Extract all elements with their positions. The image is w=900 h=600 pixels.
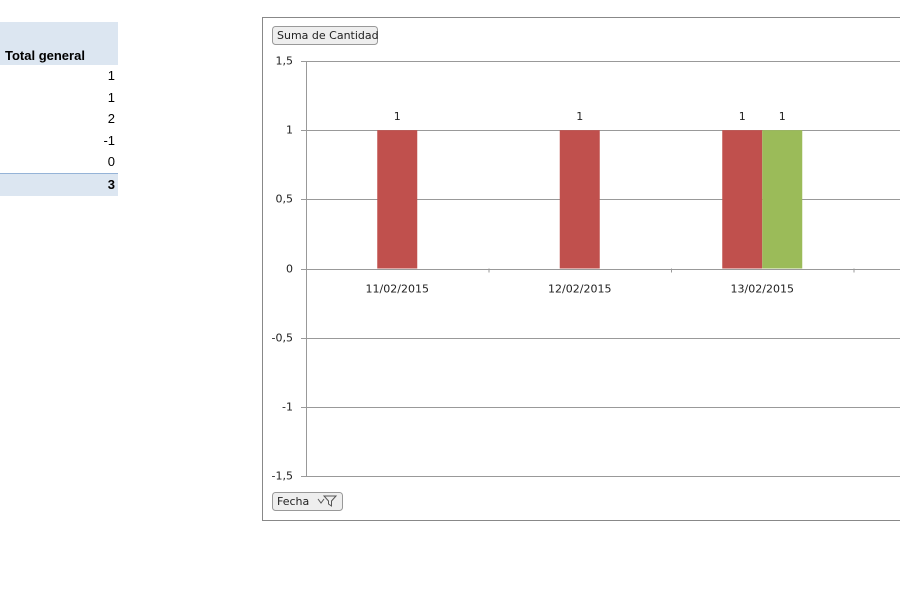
y-tick-label: 0,5 — [276, 193, 294, 206]
button-frame — [272, 26, 378, 45]
x-tick-label: 13/02/2015 — [731, 283, 794, 296]
button-label: Fecha — [277, 495, 309, 508]
table-row: -1 — [103, 132, 115, 148]
data-label: 1 — [739, 110, 746, 123]
pivot-table: Total general 1 1 2 -1 0 3 — [0, 22, 118, 196]
bar — [559, 130, 600, 269]
bar — [722, 130, 763, 269]
y-tick-label: 0 — [286, 263, 293, 276]
bar — [377, 130, 418, 269]
y-tick-label: 1,5 — [276, 55, 294, 68]
table-header: Total general — [0, 22, 118, 65]
data-label: 1 — [576, 110, 583, 123]
total-row: 3 — [0, 172, 118, 196]
table-row: 2 — [107, 111, 115, 127]
y-tick-label: -0,5 — [272, 332, 293, 345]
table-row: 1 — [107, 68, 115, 83]
y-tick-label: -1,5 — [272, 470, 293, 483]
table-row: 0 — [107, 154, 115, 170]
value-field-button[interactable]: Suma de Cantidad — [272, 26, 379, 45]
header-text: Total general — [5, 48, 85, 63]
y-tick-label: 1 — [286, 124, 293, 137]
axis-field-button[interactable]: Fecha — [272, 492, 343, 511]
y-tick-label: -1 — [282, 401, 293, 414]
bar — [762, 130, 803, 269]
table-body: 1 1 2 -1 0 — [0, 65, 118, 173]
data-label: 1 — [779, 110, 786, 123]
table-row: 1 — [107, 89, 115, 105]
button-label: Suma de Cantidad — [277, 29, 379, 42]
data-label: 1 — [394, 110, 401, 123]
x-tick-label: 11/02/2015 — [366, 283, 429, 296]
x-tick-label: 12/02/2015 — [548, 283, 611, 296]
filter-icon — [317, 495, 338, 507]
